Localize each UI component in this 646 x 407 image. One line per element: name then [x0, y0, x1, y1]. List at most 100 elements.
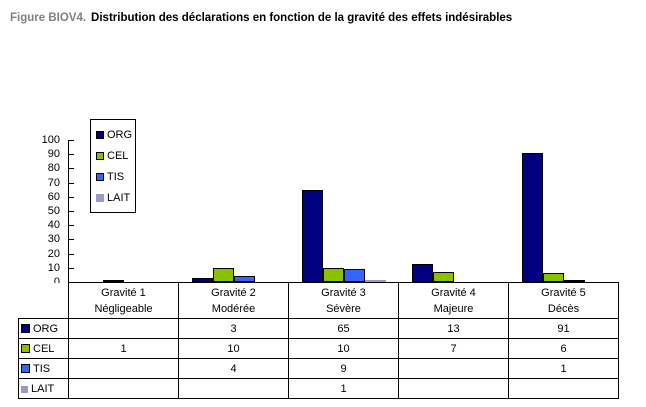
table-cell: 6	[508, 338, 619, 359]
series-row-header: LAIT	[18, 378, 69, 399]
chart-plot-area	[68, 140, 619, 282]
table-row-tis: TIS 4 9 1	[18, 358, 619, 379]
bar-org	[522, 153, 543, 282]
bar-org	[192, 278, 213, 282]
legend-label: ORG	[107, 128, 133, 141]
table-cell: 1	[288, 378, 399, 399]
table-cell	[508, 378, 619, 399]
figure-title: Figure BIOV4. Distribution des déclaratio…	[10, 12, 512, 24]
bar-cel	[543, 273, 564, 282]
table-row-lait: LAIT 1	[18, 378, 619, 399]
y-axis-tick	[69, 154, 74, 156]
legend-label: CEL	[107, 149, 129, 162]
table-row-org: ORG 3 65 13 91	[18, 318, 619, 339]
category-header: Gravité 5 Décès	[508, 282, 619, 319]
bar-lait	[365, 280, 386, 282]
y-axis-tick	[69, 211, 74, 212]
legend-swatch-org	[96, 130, 104, 139]
table-cell	[68, 378, 179, 399]
series-name: ORG	[33, 322, 59, 335]
series-name: TIS	[33, 362, 51, 375]
data-table-body: Gravité 1 Négligeable Gravité 2 Modérée Grav…	[18, 282, 619, 399]
category-header: Gravité 4 Majeure	[398, 282, 509, 319]
legend-swatch-lait	[96, 193, 104, 202]
category-group	[179, 140, 289, 282]
y-axis-label: 0	[54, 276, 60, 288]
legend-swatch-tis	[96, 172, 104, 181]
category-label-line1: Gravité 3	[321, 286, 366, 299]
category-group	[509, 140, 619, 282]
legend: ORG CEL TIS LAIT	[90, 119, 136, 213]
bar-tis	[234, 276, 255, 282]
table-cell: 91	[508, 318, 619, 339]
table-cell	[178, 378, 289, 399]
y-axis-tick	[69, 182, 74, 184]
y-axis-label: 10	[47, 261, 60, 274]
category-label-line1: Gravité 4	[431, 286, 476, 299]
legend-swatch-cel	[96, 151, 104, 160]
category-group	[289, 140, 399, 282]
y-axis-label: 70	[47, 176, 60, 189]
category-header: Gravité 3 Sévère	[288, 282, 399, 319]
series-row-header: CEL	[18, 338, 69, 359]
table-header-row: Gravité 1 Négligeable Gravité 2 Modérée Grav…	[18, 282, 619, 319]
bar-cel	[213, 268, 234, 282]
bar-cel	[433, 272, 454, 282]
y-axis-label: 40	[47, 219, 60, 232]
bar-tis	[564, 280, 585, 282]
y-axis-tick	[69, 267, 74, 269]
series-name: LAIT	[31, 382, 55, 395]
table-cell: 13	[398, 318, 509, 339]
table-corner-blank	[18, 282, 69, 319]
y-axis-label: 20	[47, 247, 60, 260]
y-axis-tick	[69, 225, 74, 227]
category-group	[399, 140, 509, 282]
category-label-line1: Gravité 2	[211, 286, 256, 299]
y-axis-label: 50	[47, 205, 60, 217]
legend-item-lait: LAIT	[96, 187, 135, 208]
table-cell: 4	[178, 358, 289, 379]
y-axis-label: 90	[47, 148, 60, 161]
category-header: Gravité 1 Négligeable	[68, 282, 179, 319]
series-swatch-tis	[21, 363, 30, 373]
figure-number: Figure BIOV4.	[10, 12, 87, 24]
series-row-header: TIS	[18, 358, 69, 379]
y-axis-tick	[69, 196, 74, 198]
series-name: CEL	[33, 342, 55, 355]
category-label-line1: Gravité 5	[541, 286, 586, 299]
series-swatch-org	[21, 323, 30, 333]
table-cell: 10	[178, 338, 289, 359]
bar-cel	[323, 268, 344, 282]
category-label-line2: Décès	[547, 302, 580, 315]
table-cell	[398, 378, 509, 399]
bars	[69, 140, 619, 282]
series-swatch-lait	[21, 385, 28, 393]
data-table: Gravité 1 Négligeable Gravité 2 Modérée Grav…	[18, 282, 619, 399]
y-axis-tick	[69, 140, 74, 141]
bar-org	[302, 190, 323, 282]
table-cell: 10	[288, 338, 399, 359]
y-axis-label: 60	[47, 190, 60, 203]
table-cell	[68, 318, 179, 339]
bar-tis	[344, 269, 365, 282]
table-cell	[398, 358, 509, 379]
table-cell: 7	[398, 338, 509, 359]
table-cell: 9	[288, 358, 399, 379]
table-cell: 1	[68, 338, 179, 359]
bar-org	[412, 264, 433, 282]
table-cell	[68, 358, 179, 379]
y-axis-tick	[69, 168, 74, 170]
table-cell: 1	[508, 358, 619, 379]
y-axis-label: 80	[47, 162, 60, 175]
table-cell: 65	[288, 318, 399, 339]
legend-item-cel: CEL	[96, 145, 135, 166]
table-cell: 3	[178, 318, 289, 339]
y-axis-tick	[69, 239, 74, 241]
category-label-line1: Gravité 1	[101, 286, 146, 299]
category-header: Gravité 2 Modérée	[178, 282, 289, 319]
y-axis-label: 30	[47, 233, 60, 246]
series-row-header: ORG	[18, 318, 69, 339]
bar-cel	[103, 280, 124, 282]
